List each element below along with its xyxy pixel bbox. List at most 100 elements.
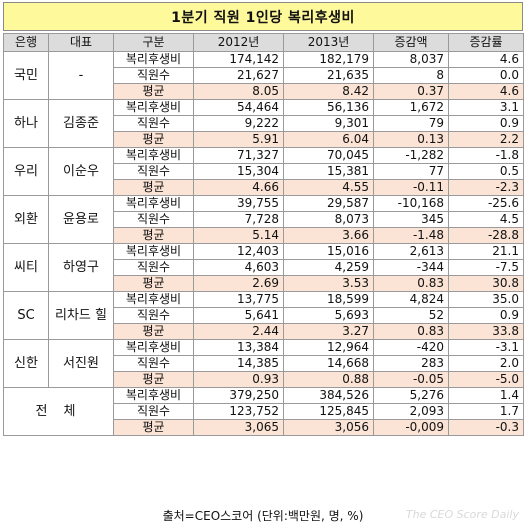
- total-row: 직원수 123,752 125,845 2,093 1.7: [4, 403, 524, 420]
- value-2012-cell: 12,403: [193, 243, 284, 260]
- change-cell: -344: [373, 259, 449, 276]
- value-2013-cell: 3.53: [283, 275, 374, 292]
- col-header-change: 증감액: [373, 33, 449, 52]
- value-2013-cell: 15,381: [283, 163, 374, 180]
- table-row: 국민 - 복리후생비 174,142 182,179 8,037 4.6: [3, 51, 524, 100]
- rate-cell: 21.1: [448, 243, 524, 260]
- table-row: 평균 2.69 3.53 0.83 30.8: [4, 275, 524, 292]
- value-2013-cell: 18,599: [283, 291, 374, 308]
- value-2013-cell: 0.88: [283, 371, 374, 388]
- rate-cell: -0.3: [448, 419, 524, 436]
- rate-cell: -5.0: [448, 371, 524, 388]
- category-cell: 평균: [113, 419, 194, 436]
- value-2013-cell: 6.04: [283, 131, 374, 148]
- table-row: 평균 0.93 0.88 -0.05 -5.0: [4, 371, 524, 388]
- category-cell: 직원수: [113, 163, 194, 180]
- category-cell: 복리후생비: [113, 195, 194, 212]
- value-2012-cell: 2.69: [193, 275, 284, 292]
- value-2012-cell: 0.93: [193, 371, 284, 388]
- ceo-name-cell: 이순우: [48, 147, 114, 196]
- category-cell: 복리후생비: [113, 339, 194, 356]
- table-row: 신한 서진원 복리후생비 13,384 12,964 -420 -3.1: [3, 339, 524, 388]
- table-row: 직원수 9,222 9,301 79 0.9: [4, 115, 524, 132]
- value-2012-cell: 7,728: [193, 211, 284, 228]
- value-2013-cell: 125,845: [283, 403, 374, 420]
- change-cell: 283: [373, 355, 449, 372]
- category-cell: 평균: [113, 83, 194, 100]
- value-2012-cell: 13,775: [193, 291, 284, 308]
- category-cell: 직원수: [113, 307, 194, 324]
- value-2012-cell: 21,627: [193, 67, 284, 84]
- col-header-2012: 2012년: [193, 33, 284, 52]
- change-cell: -1,282: [373, 147, 449, 164]
- change-cell: 79: [373, 115, 449, 132]
- welfare-table: 은행 대표 구분 2012년 2013년 증감액 증감률 국민 - 복리후생비 174…: [3, 33, 524, 436]
- rate-cell: 0.9: [448, 307, 524, 324]
- value-2013-cell: 3,056: [283, 419, 374, 436]
- value-2013-cell: 12,964: [283, 339, 374, 356]
- value-2013-cell: 8.42: [283, 83, 374, 100]
- category-cell: 직원수: [113, 403, 194, 420]
- source-note: 출처=CEO스코어 (단위:백만원, 명, %): [162, 509, 364, 523]
- value-2012-cell: 3,065: [193, 419, 284, 436]
- value-2012-cell: 14,385: [193, 355, 284, 372]
- value-2012-cell: 71,327: [193, 147, 284, 164]
- bank-name-cell: SC: [3, 291, 49, 340]
- category-cell: 평균: [113, 227, 194, 244]
- header-row: 은행 대표 구분 2012년 2013년 증감액 증감률: [3, 33, 524, 52]
- value-2013-cell: 182,179: [283, 51, 374, 68]
- change-cell: 0.37: [373, 83, 449, 100]
- change-cell: 4,824: [373, 291, 449, 308]
- category-cell: 복리후생비: [113, 387, 194, 404]
- col-header-rate: 증감률: [448, 33, 524, 52]
- value-2012-cell: 13,384: [193, 339, 284, 356]
- watermark: The CEO Score Daily: [405, 508, 519, 521]
- table-title: 1분기 직원 1인당 복리후생비: [3, 2, 523, 31]
- rate-cell: 2.2: [448, 131, 524, 148]
- change-cell: 0.83: [373, 323, 449, 340]
- ceo-name-cell: 서진원: [48, 339, 114, 388]
- change-cell: -0,009: [373, 419, 449, 436]
- value-2012-cell: 5.91: [193, 131, 284, 148]
- rate-cell: 1.4: [448, 387, 524, 404]
- category-cell: 복리후생비: [113, 99, 194, 116]
- table-row: 외환 윤용로 복리후생비 39,755 29,587 -10,168 -25.6: [3, 195, 524, 244]
- change-cell: 0.83: [373, 275, 449, 292]
- col-header-bank: 은행: [3, 33, 49, 52]
- change-cell: 8,037: [373, 51, 449, 68]
- table-row: 직원수 14,385 14,668 283 2.0: [4, 355, 524, 372]
- ceo-name-cell: -: [48, 51, 114, 100]
- report-figure: 1분기 직원 1인당 복리후생비 은행 대표 구분 2012년 2013년 증감…: [3, 2, 524, 523]
- category-cell: 직원수: [113, 115, 194, 132]
- rate-cell: 4.6: [448, 51, 524, 68]
- total-label-cell: 전 체: [3, 387, 114, 436]
- rate-cell: 4.5: [448, 211, 524, 228]
- table-row: 씨티 하영구 복리후생비 12,403 15,016 2,613 21.1: [3, 243, 524, 292]
- change-cell: 2,093: [373, 403, 449, 420]
- col-header-ceo: 대표: [48, 33, 114, 52]
- value-2012-cell: 2.44: [193, 323, 284, 340]
- rate-cell: 1.7: [448, 403, 524, 420]
- category-cell: 직원수: [113, 259, 194, 276]
- change-cell: 1,672: [373, 99, 449, 116]
- bank-name-cell: 국민: [3, 51, 49, 100]
- table-row: 평균 5.91 6.04 0.13 2.2: [4, 131, 524, 148]
- rate-cell: -1.8: [448, 147, 524, 164]
- ceo-name-cell: 김종준: [48, 99, 114, 148]
- change-cell: -0.11: [373, 179, 449, 196]
- rate-cell: -28.8: [448, 227, 524, 244]
- table-row: 우리 이순우 복리후생비 71,327 70,045 -1,282 -1.8: [3, 147, 524, 196]
- change-cell: -0.05: [373, 371, 449, 388]
- value-2013-cell: 56,136: [283, 99, 374, 116]
- bank-name-cell: 외환: [3, 195, 49, 244]
- value-2013-cell: 384,526: [283, 387, 374, 404]
- rate-cell: 0.9: [448, 115, 524, 132]
- change-cell: 0.13: [373, 131, 449, 148]
- value-2013-cell: 29,587: [283, 195, 374, 212]
- value-2013-cell: 3.66: [283, 227, 374, 244]
- value-2013-cell: 8,073: [283, 211, 374, 228]
- value-2013-cell: 4.55: [283, 179, 374, 196]
- value-2013-cell: 4,259: [283, 259, 374, 276]
- category-cell: 평균: [113, 323, 194, 340]
- change-cell: 5,276: [373, 387, 449, 404]
